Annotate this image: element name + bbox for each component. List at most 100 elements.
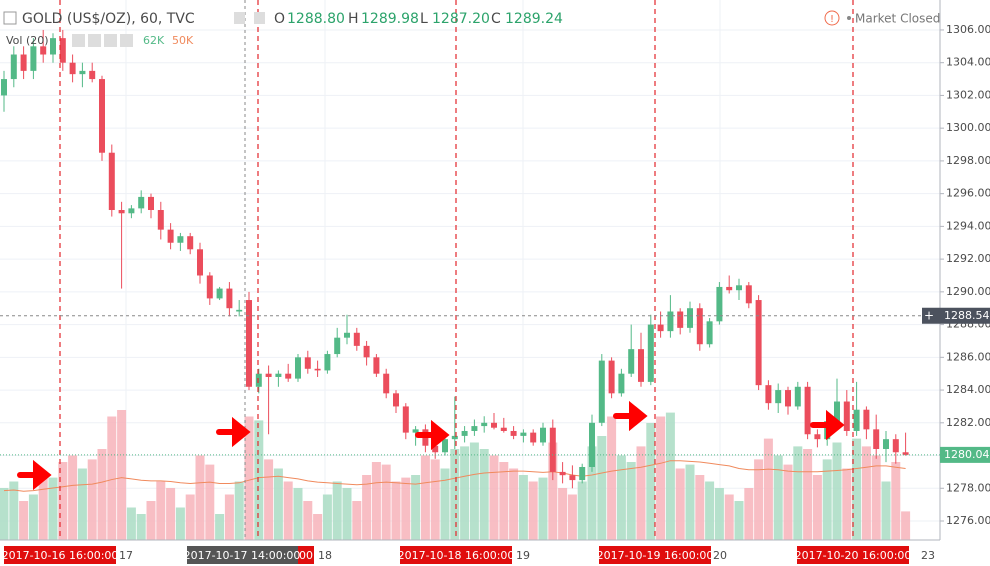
- y-tick-label: 1276.00: [946, 514, 990, 527]
- volume-bar: [469, 442, 479, 540]
- volume-bar: [646, 423, 656, 540]
- time-badge: 00: [299, 549, 313, 562]
- volume-bar: [440, 468, 450, 540]
- collapse-icon[interactable]: [3, 11, 17, 25]
- candle-body: [138, 196, 145, 209]
- y-tick-label: 1294.00: [946, 219, 990, 232]
- candle-body: [402, 406, 409, 433]
- candle-body: [834, 401, 840, 422]
- day-label: 18: [318, 549, 332, 562]
- candle-body: [500, 427, 507, 431]
- volume-bar: [264, 459, 274, 540]
- symbol-title: GOLD (US$/OZ), 60, TVC: [22, 11, 195, 27]
- ohlc-key: H: [348, 11, 359, 27]
- volume-bar: [558, 488, 568, 540]
- icon[interactable]: [104, 34, 117, 47]
- arrow: [216, 416, 251, 448]
- day-label: 19: [516, 549, 530, 562]
- volume-bar: [626, 462, 636, 540]
- candle-body: [638, 349, 644, 382]
- volume-bar: [293, 488, 303, 540]
- volume-bar: [607, 416, 617, 540]
- candle-body: [775, 390, 782, 404]
- alert-icon[interactable]: [824, 10, 840, 26]
- candle-body: [69, 62, 76, 75]
- last-price-bg: [940, 446, 990, 463]
- volume-bar: [283, 481, 293, 540]
- volume-bar: [479, 449, 489, 540]
- volume-bar: [136, 514, 146, 540]
- candle-body: [197, 249, 203, 276]
- candle-body: [745, 285, 752, 304]
- header: GOLD (US$/OZ), 60, TVC O 1288.80 H 1289.…: [3, 10, 940, 47]
- candle-body: [40, 46, 47, 55]
- volume-bar: [852, 438, 862, 540]
- volume-bar: [763, 438, 773, 540]
- icon[interactable]: [88, 34, 101, 47]
- time-badge-bg: [187, 546, 298, 564]
- candle-body: [736, 285, 742, 291]
- candle-body: [510, 430, 517, 436]
- candle-body: [755, 300, 762, 386]
- ohlc-value: 1287.20: [432, 11, 490, 27]
- candle-body: [432, 445, 439, 453]
- volume-bar: [48, 477, 58, 540]
- volume-bar: [332, 481, 342, 540]
- arrow: [613, 400, 648, 432]
- candle-body: [628, 349, 635, 374]
- volume-bar: [499, 462, 509, 540]
- x-axis-labels: 17 18 19 20 23 2017-10-16 16:00:00 00 20…: [2, 546, 935, 564]
- candle-body: [442, 439, 448, 453]
- volume-bar: [705, 481, 715, 540]
- candle-body: [59, 38, 66, 63]
- candle-body: [50, 38, 56, 55]
- icon[interactable]: [72, 34, 85, 47]
- volume-bar: [695, 475, 705, 540]
- icon[interactable]: [234, 12, 245, 24]
- candle-body: [30, 46, 37, 71]
- day-label: 17: [119, 549, 133, 562]
- volume-bar: [9, 481, 19, 540]
- volume-bar: [509, 468, 519, 540]
- candle-body: [89, 70, 96, 80]
- volume-bar: [362, 475, 372, 540]
- candle-body: [647, 324, 654, 382]
- volume-bar: [871, 455, 881, 540]
- y-tick-label: 1304.00: [946, 56, 990, 69]
- volume-bar: [352, 501, 362, 540]
- volume-bar: [107, 416, 117, 540]
- icon[interactable]: [120, 34, 133, 47]
- candle-body: [344, 332, 350, 338]
- volume-bar: [156, 481, 166, 540]
- volume-bar: [215, 514, 225, 540]
- candle-body: [246, 300, 252, 387]
- y-tick-label: 1284.00: [946, 383, 990, 396]
- volume-bar: [77, 468, 87, 540]
- candle-body: [618, 373, 625, 394]
- candle-body: [79, 70, 86, 75]
- volume-bar: [313, 514, 323, 540]
- volume-bar: [460, 446, 470, 540]
- candle-body: [677, 311, 684, 328]
- volume-bar: [803, 449, 813, 540]
- candle-body: [118, 210, 125, 214]
- volume-pane: [0, 410, 911, 540]
- alert-mark: !: [830, 14, 834, 25]
- candle-body: [608, 360, 615, 394]
- candle-body: [295, 357, 301, 379]
- volume-bar: [528, 481, 538, 540]
- volume-bar: [254, 420, 264, 540]
- candle-body: [236, 309, 243, 312]
- y-axis-labels: 1276.001278.001280.001282.001284.001286.…: [940, 23, 990, 527]
- candle-body: [108, 152, 115, 211]
- volume-bar: [881, 481, 891, 540]
- status-dot: [847, 16, 851, 20]
- candle-body: [873, 429, 880, 449]
- icon[interactable]: [254, 12, 265, 24]
- candle-body: [569, 475, 576, 481]
- y-tick-label: 1302.00: [946, 88, 990, 101]
- volume-bar: [665, 412, 675, 540]
- ohlc-value: 1288.80: [287, 11, 345, 27]
- candle-body: [892, 439, 899, 453]
- candle-body: [265, 373, 272, 377]
